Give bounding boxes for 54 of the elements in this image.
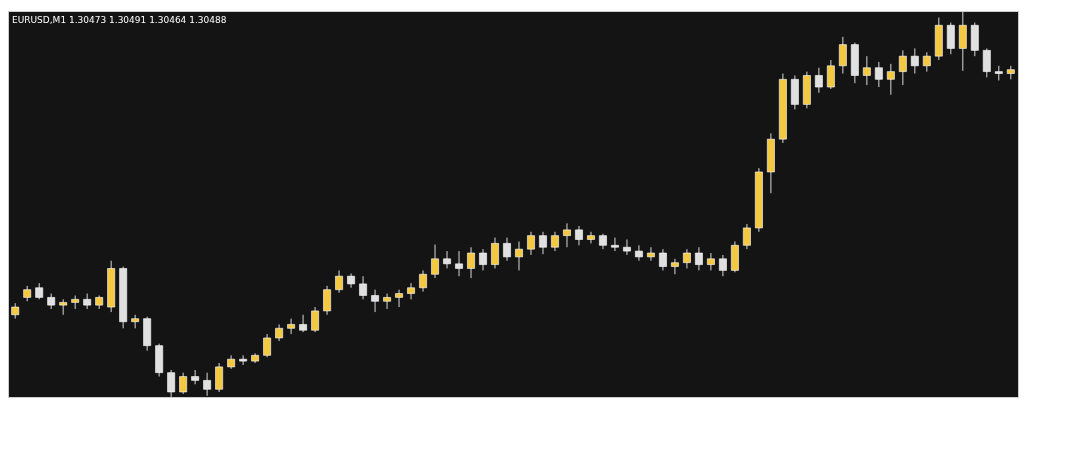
candlestick: [215, 362, 224, 393]
candlestick: [838, 36, 847, 75]
candlestick: [982, 47, 991, 78]
candlestick: [551, 231, 559, 252]
candlestick: [587, 231, 595, 244]
candlestick: [635, 244, 643, 262]
candlestick: [671, 258, 679, 275]
candlestick: [323, 285, 331, 316]
candlestick: [431, 244, 439, 279]
candlestick: [563, 222, 571, 248]
candlestick: [898, 49, 907, 86]
candlestick: [826, 59, 835, 90]
candlestick: [611, 237, 619, 252]
candlestick: [910, 47, 919, 75]
candlestick: [575, 225, 583, 246]
candlestick: [179, 372, 188, 395]
candlestick: [467, 246, 475, 279]
candlestick: [862, 55, 871, 86]
candlestick: [455, 250, 463, 277]
candlestick: [946, 22, 955, 55]
chart-title: EURUSD,M1 1.30473 1.30491 1.30464 1.30488: [12, 14, 227, 25]
candlestick: [479, 248, 487, 271]
candlestick: [263, 333, 271, 358]
candlestick: [335, 269, 343, 294]
candlestick: [383, 293, 391, 310]
candlestick: [623, 239, 631, 256]
candlestick: [131, 314, 140, 329]
candlestick: [683, 248, 691, 269]
candlestick: [287, 318, 295, 335]
candlestick: [239, 354, 248, 366]
candlestick: [874, 61, 883, 88]
candlestick: [886, 63, 895, 96]
candlestick: [659, 248, 667, 271]
candlestick: [695, 246, 703, 271]
candlestick: [419, 269, 427, 293]
candlestick: [395, 289, 403, 308]
candlestick: [922, 51, 931, 73]
candlestick: [443, 250, 451, 269]
candlestick: [299, 314, 307, 333]
candlestick: [814, 67, 823, 94]
candlestick: [491, 237, 499, 269]
candlestick: [311, 306, 319, 333]
candlestick: [647, 246, 655, 262]
candlestick: [527, 231, 535, 256]
candlestick: [707, 252, 715, 271]
candlestick: [359, 275, 367, 300]
candlestick: [515, 240, 523, 271]
candlestick: [371, 289, 379, 313]
candlestick: [407, 282, 415, 300]
candlestick: [539, 231, 547, 255]
candlestick: [743, 223, 751, 250]
candlestick: [503, 237, 511, 262]
candlestick: [191, 369, 200, 385]
candlestick: [719, 254, 727, 277]
